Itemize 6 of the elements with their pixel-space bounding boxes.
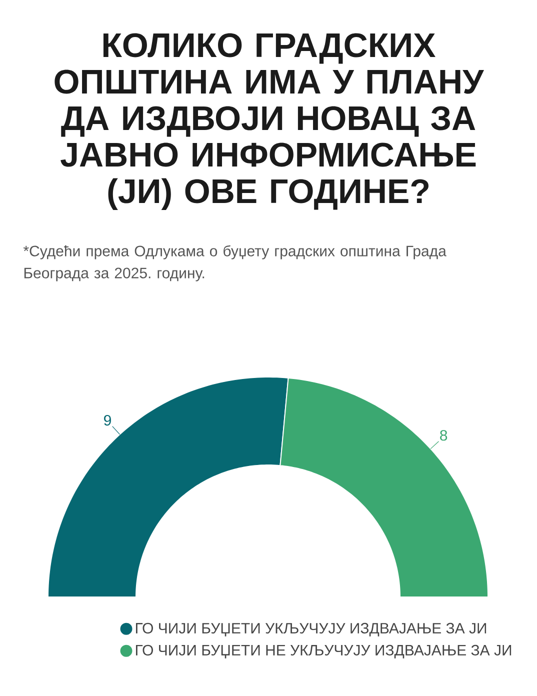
data-label: 9 — [104, 414, 111, 426]
chart-title: КОЛИКО ГРАДСКИХ ОПШТИНА ИМА У ПЛАНУ ДА ИЗДВОЈИ НОВАЦ ЗА ЈАВНО ИНФОРМИСАЊЕ (ЈИ) ОВЕ ГОДИНЕ? — [54, 33, 484, 210]
legend-label: ГО ЧИЈИ БУЏЕТИ НЕ УКЉУЧУЈУ ИЗДВАЈАЊЕ ЗА ЈИ — [136, 644, 512, 658]
chart-subtitle: *Судећи према Одлукама о буџету градских општина Града Београда за 2025. годину. — [23, 245, 446, 282]
legend-label: ГО ЧИЈИ БУЏЕТИ УКЉУЧУЈУ ИЗДВАЈАЊЕ ЗА ЈИ — [136, 622, 486, 636]
data-label: 8 — [440, 430, 448, 441]
